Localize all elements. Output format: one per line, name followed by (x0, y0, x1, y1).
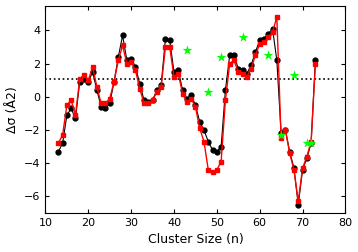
Point (218, 55, 224, 59)
Point (308, 141, 314, 145)
X-axis label: Cluster Size (n): Cluster Size (n) (147, 233, 243, 246)
Point (291, 73, 297, 77)
Point (304, 141, 310, 145)
Point (205, 90, 211, 94)
Point (240, 35, 246, 39)
Point (184, 48, 190, 52)
Point (278, 133, 284, 137)
Point (265, 53, 271, 57)
Y-axis label: Δσ (Å2): Δσ (Å2) (6, 86, 19, 133)
